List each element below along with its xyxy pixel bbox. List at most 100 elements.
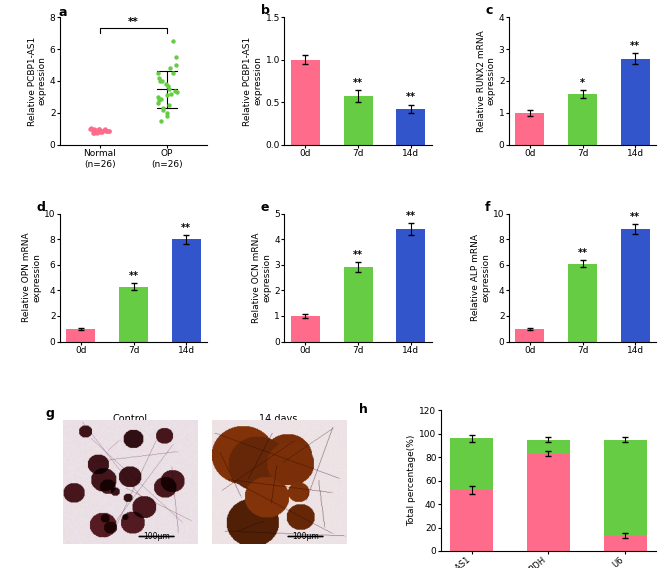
Bar — [396, 229, 425, 341]
Point — [168, 36, 178, 45]
Text: d: d — [36, 201, 45, 214]
Bar — [450, 490, 493, 551]
Point — [91, 126, 101, 135]
Text: c: c — [485, 4, 493, 17]
Point — [165, 64, 176, 73]
Y-axis label: Relative RUNX2 mRNA
expression: Relative RUNX2 mRNA expression — [477, 30, 496, 132]
Point — [88, 128, 98, 137]
Bar — [119, 287, 148, 341]
Point — [88, 124, 99, 133]
Text: g: g — [45, 407, 54, 420]
Text: **: ** — [406, 211, 416, 220]
Point — [88, 125, 98, 134]
Point — [158, 103, 168, 112]
Point — [99, 124, 110, 133]
Text: **: ** — [129, 272, 139, 281]
Point — [93, 124, 104, 133]
Point — [89, 128, 99, 137]
Bar — [66, 329, 95, 341]
Point — [167, 69, 178, 78]
Bar — [291, 60, 320, 145]
Point — [166, 89, 176, 98]
Text: **: ** — [353, 250, 363, 260]
Bar — [172, 239, 201, 341]
Bar — [621, 59, 650, 145]
Point — [95, 128, 106, 137]
Point — [171, 52, 182, 61]
Point — [171, 60, 182, 69]
Bar — [604, 536, 646, 551]
Point — [88, 126, 98, 135]
Point — [93, 124, 104, 133]
Text: Control: Control — [112, 415, 147, 424]
Text: f: f — [485, 201, 491, 214]
Y-axis label: Total percentage(%): Total percentage(%) — [407, 435, 416, 527]
Text: b: b — [261, 4, 269, 17]
Point — [154, 95, 164, 105]
Bar — [343, 268, 373, 341]
Bar — [568, 94, 597, 145]
Point — [85, 124, 95, 133]
Text: h: h — [359, 403, 367, 416]
Point — [101, 126, 112, 135]
Point — [162, 91, 173, 100]
Point — [171, 87, 182, 97]
Point — [155, 77, 166, 86]
Bar — [343, 97, 373, 145]
Point — [155, 94, 166, 103]
Point — [104, 127, 115, 136]
Bar — [568, 264, 597, 341]
Point — [162, 81, 173, 90]
Point — [99, 125, 109, 134]
Bar — [621, 229, 650, 341]
Point — [153, 69, 164, 78]
Point — [157, 77, 168, 86]
Text: **: ** — [181, 223, 191, 233]
Y-axis label: Relative PCBP1-AS1
expression: Relative PCBP1-AS1 expression — [243, 36, 263, 126]
Point — [97, 127, 107, 136]
Point — [90, 125, 101, 134]
Text: **: ** — [577, 248, 587, 258]
Text: **: ** — [630, 212, 640, 222]
Bar — [450, 438, 493, 490]
Point — [92, 128, 103, 137]
Point — [162, 108, 172, 118]
Point — [156, 116, 166, 126]
Point — [154, 73, 165, 82]
Bar — [515, 113, 544, 145]
Point — [86, 124, 96, 133]
Point — [152, 99, 163, 108]
Y-axis label: Relative ALP mRNA
expression: Relative ALP mRNA expression — [471, 234, 490, 321]
Bar — [291, 316, 320, 341]
Point — [102, 126, 113, 135]
Point — [103, 126, 114, 135]
Bar — [527, 454, 570, 551]
Point — [92, 128, 103, 137]
Point — [88, 127, 99, 136]
Y-axis label: Relative OCN mRNA
expression: Relative OCN mRNA expression — [252, 232, 271, 323]
Text: *: * — [580, 78, 585, 89]
Text: a: a — [58, 6, 67, 19]
Point — [164, 101, 174, 110]
Point — [100, 127, 111, 136]
Text: 14 days: 14 days — [259, 415, 298, 424]
Text: e: e — [261, 201, 269, 214]
Point — [97, 128, 107, 137]
Bar — [604, 440, 646, 536]
Bar — [515, 329, 544, 341]
Y-axis label: Relative OPN mRNA
expression: Relative OPN mRNA expression — [22, 233, 41, 323]
Point — [90, 128, 101, 137]
Bar — [527, 440, 570, 454]
Y-axis label: Relative PCBP1-AS1
expression: Relative PCBP1-AS1 expression — [28, 36, 47, 126]
Point — [160, 80, 171, 89]
Text: **: ** — [406, 93, 416, 102]
Text: **: ** — [128, 18, 139, 27]
Point — [158, 105, 168, 114]
Point — [162, 112, 172, 121]
Bar — [396, 109, 425, 145]
Point — [97, 127, 107, 136]
Text: **: ** — [630, 41, 640, 51]
Point — [164, 85, 174, 94]
Point — [152, 93, 163, 102]
Point — [170, 86, 180, 95]
